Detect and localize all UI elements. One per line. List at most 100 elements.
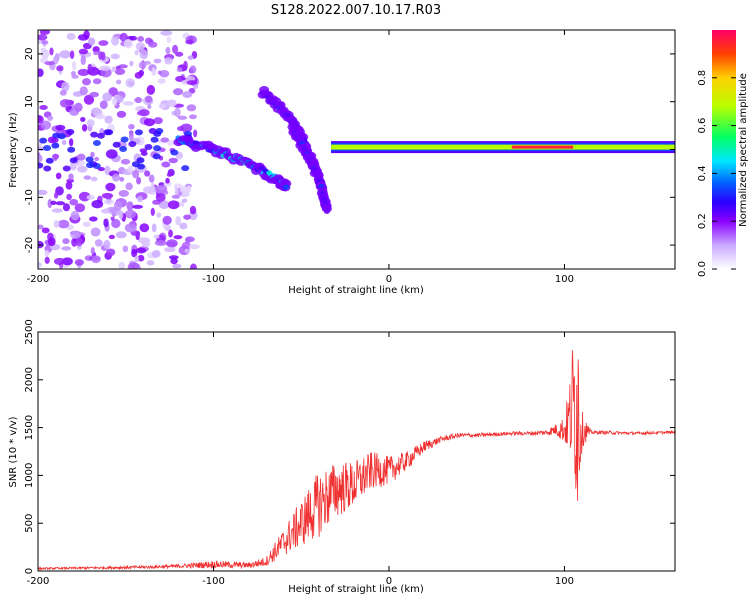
noise-speckle [137,36,145,42]
spectrogram-marks [38,30,675,269]
noise-speckle [135,42,146,51]
noise-speckle [154,239,167,246]
spectrogram-y-axis: -20 -10 0 10 20 [24,48,675,253]
noise-speckle [184,248,190,254]
noise-speckle [128,81,135,86]
main-trace-mark [283,184,290,190]
noise-speckle [170,257,178,265]
noise-speckle [176,67,183,73]
noise-speckle [111,218,121,229]
noise-speckle [62,165,71,172]
spectrogram-x-tick-label: 0 [386,274,392,285]
noise-speckle [174,107,181,118]
noise-speckle [71,60,77,71]
noise-speckle [78,48,89,55]
noise-speckle [140,151,148,156]
noise-speckle [61,140,67,145]
noise-speckle [85,156,94,163]
noise-speckle [161,161,171,168]
noise-speckle [175,75,185,82]
noise-speckle [185,237,191,244]
snr-series-line [38,350,675,571]
noise-speckle [40,47,47,53]
colorbar-tick-label: 0.6 [697,118,708,134]
noise-speckle [190,263,197,269]
noise-speckle [89,216,98,222]
noise-speckle [180,201,185,207]
snr-y-tick-label: 2500 [24,319,35,344]
noise-speckle [55,124,66,131]
noise-speckle [59,89,67,96]
noise-speckle [39,105,48,110]
noise-speckle [112,97,118,106]
noise-speckle [96,132,105,139]
noise-speckle [44,249,50,257]
figure-title: S128.2022.007.10.17.R03 [271,3,441,18]
snr-x-tick-label: -100 [202,576,225,587]
noise-speckle [83,94,95,105]
noise-speckle [90,151,95,158]
noise-speckle [134,129,143,136]
noise-speckle [91,255,101,264]
noise-speckle [69,50,75,60]
noise-speckle [155,184,168,194]
noise-speckle [45,157,54,164]
noise-speckle [153,117,163,125]
noise-speckle [148,127,157,134]
noise-speckle [137,195,143,203]
noise-speckle [103,218,109,228]
noise-speckle [103,239,111,250]
noise-speckle [70,71,76,77]
noise-speckle [160,30,173,36]
noise-speckle [113,200,123,211]
noise-speckle [44,256,50,264]
noise-speckle [95,113,106,120]
noise-speckle [181,198,188,203]
noise-speckle [158,200,170,209]
noise-speckle [165,177,170,184]
noise-speckle [167,200,180,210]
noise-speckle [168,157,178,164]
noise-speckle [87,63,93,72]
noise-speckle [168,229,173,238]
noise-speckle [189,65,197,74]
noise-speckle [104,115,113,124]
noise-speckle [118,261,126,269]
noise-speckle [82,221,91,227]
noise-speckle [164,247,176,253]
noise-speckle [38,262,42,268]
noise-speckle [143,118,156,127]
spectrogram-y-tick-label: 0 [24,146,35,152]
noise-speckle [52,132,61,139]
noise-speckle [104,165,111,176]
noise-speckle [173,235,183,240]
noise-speckle [183,214,192,220]
noise-speckle [53,192,59,199]
noise-speckle [38,224,44,230]
noise-speckle [53,153,58,162]
noise-speckle [137,163,146,170]
noise-speckle [152,153,161,160]
noise-speckle [86,119,95,127]
noise-speckle [102,92,113,102]
noise-speckle [70,210,80,221]
noise-speckle [153,145,162,152]
snr-y-tick-label: 2000 [24,367,35,392]
noise-speckle [94,239,103,247]
colorbar-tick-label: 0.2 [697,213,708,229]
noise-speckle [62,203,71,212]
noise-speckle [105,149,118,159]
noise-speckle [69,157,78,164]
noise-speckle [170,149,179,156]
noise-speckle [51,142,60,149]
noise-speckle [77,68,90,77]
noise-speckle [90,227,101,237]
noise-speckle [119,146,128,153]
noise-speckle [186,80,198,86]
colorbar-label: Normalized spectral amplitude [738,73,749,227]
noise-speckle [119,32,128,42]
noise-speckle [160,137,170,143]
noise-speckle [94,156,100,162]
noise-speckle [43,165,52,172]
noise-speckle [91,199,104,209]
